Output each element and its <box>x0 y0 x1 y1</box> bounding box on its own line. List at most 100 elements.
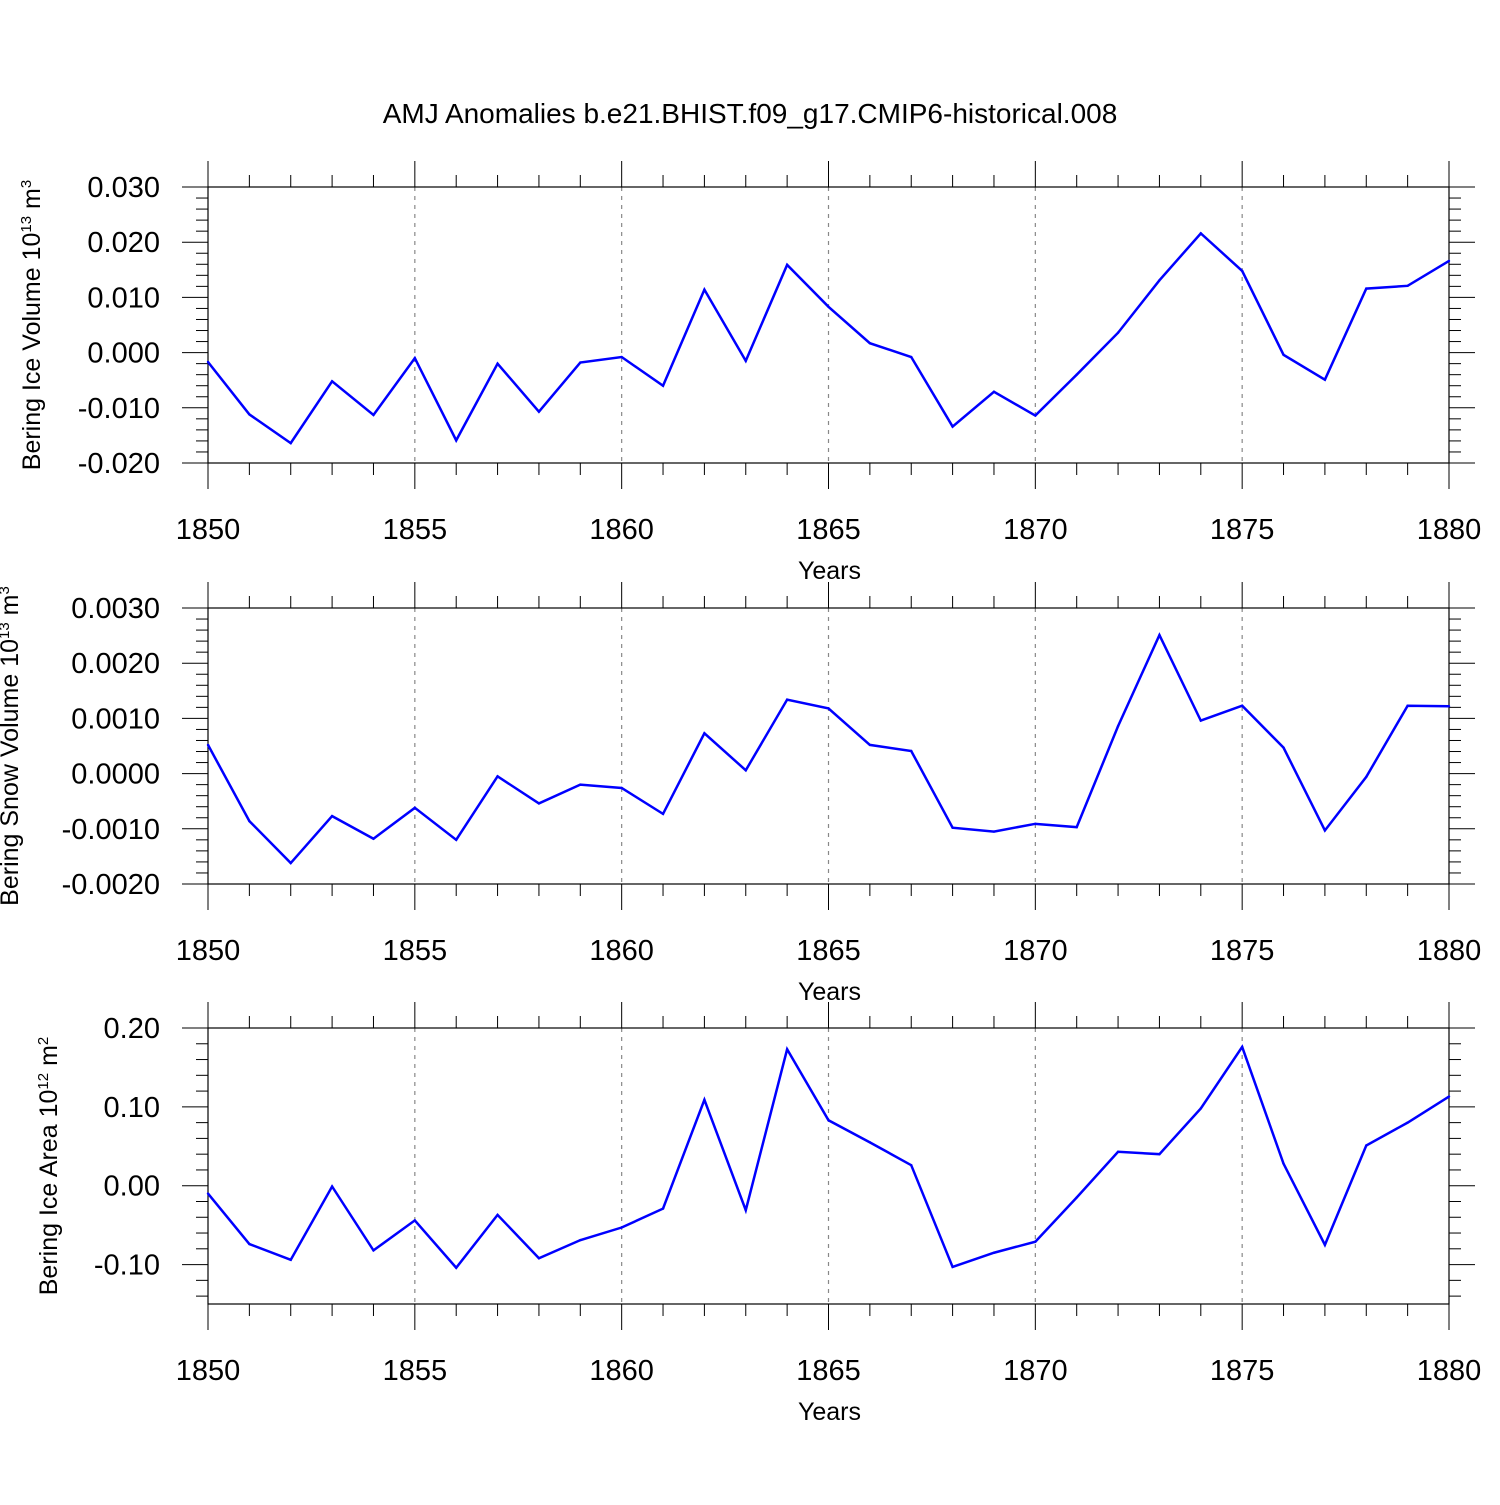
data-point <box>785 698 789 701</box>
data-point <box>1034 822 1037 826</box>
data-point <box>827 1119 830 1122</box>
data-point <box>537 802 541 805</box>
panel-3: 1850 1855 1860 1865 1870 1875 1880 Years 0.20 0.1… <box>35 1002 1481 1426</box>
panel-2: 1850 1855 1860 1865 1870 1875 1880 Years 0.0030 0… <box>0 582 1481 1006</box>
y-axis-label: Bering Snow Volume 1013 m3 <box>0 586 24 906</box>
y-axis-label-unit: m <box>0 595 24 623</box>
data-point <box>1075 373 1078 376</box>
data-point <box>289 1258 292 1262</box>
y-tick-label: -0.010 <box>78 393 160 425</box>
y-tick-label: 0.010 <box>87 282 160 314</box>
data-point <box>1323 1243 1327 1247</box>
data-point <box>1323 829 1327 832</box>
data-point <box>1282 1162 1285 1165</box>
data-point <box>1323 378 1327 381</box>
panel-1: 1850 1855 1860 1865 1870 1875 1880 Years 0.030 0.… <box>18 161 1481 585</box>
data-point <box>372 1249 375 1252</box>
x-tick-label: 1860 <box>589 935 654 967</box>
x-tick-label: 1850 <box>176 935 241 967</box>
data-point <box>620 355 623 359</box>
data-point <box>1282 353 1285 357</box>
y-tick-label: 0.020 <box>87 227 160 259</box>
y-axis-label-exponent: 13 <box>0 622 13 639</box>
y-axis-label-unit: m <box>18 188 46 216</box>
x-tick-label: 1880 <box>1417 514 1482 546</box>
data-point <box>1199 232 1203 235</box>
x-tick-label: 1875 <box>1210 514 1275 546</box>
data-point <box>372 837 375 840</box>
y-tick-label: -0.020 <box>78 448 160 480</box>
data-point <box>1240 269 1244 273</box>
y-tick-label: 0.10 <box>104 1092 160 1124</box>
data-point <box>496 1213 499 1217</box>
data-point <box>1365 287 1368 290</box>
data-point <box>330 814 334 818</box>
data-point <box>703 1098 706 1101</box>
x-tick-label: 1875 <box>1210 935 1275 967</box>
data-point <box>868 1141 872 1144</box>
x-tick-label: 1855 <box>383 935 448 967</box>
data-point <box>206 1192 210 1195</box>
data-point <box>330 1185 334 1188</box>
x-tick-label: 1880 <box>1417 1355 1482 1387</box>
x-tick-label: 1865 <box>796 1355 861 1387</box>
y-axis-label-unit_exponent: 2 <box>35 1037 52 1045</box>
data-point <box>744 359 747 363</box>
data-point <box>1116 1150 1120 1154</box>
data-point <box>1034 1240 1037 1243</box>
data-point <box>496 362 499 365</box>
y-tick-label: 0.0030 <box>71 593 160 625</box>
data-point <box>910 749 913 753</box>
data-point <box>992 830 996 833</box>
y-axis-label-unit: m <box>35 1045 63 1073</box>
data-point <box>1406 704 1409 707</box>
y-tick-label: -0.0010 <box>62 814 160 846</box>
data-point <box>868 342 872 345</box>
x-tick-label: 1855 <box>383 1355 448 1387</box>
y-axis-label: Bering Ice Volume 1013 m3 <box>18 180 46 470</box>
data-point <box>1199 1107 1203 1110</box>
x-axis-label: Years <box>798 978 861 1006</box>
data-point <box>413 806 417 810</box>
data-point <box>1365 1144 1368 1147</box>
y-tick-label: 0.000 <box>87 338 160 370</box>
y-tick-label: 0.0010 <box>71 703 160 735</box>
data-point <box>289 861 292 865</box>
y-axis-label-exponent: 12 <box>35 1073 52 1090</box>
data-point <box>1447 1095 1451 1098</box>
x-tick-label: 1875 <box>1210 1355 1275 1387</box>
data-point <box>1406 1121 1409 1124</box>
x-tick-label: 1850 <box>176 1355 241 1387</box>
data-point <box>413 1219 417 1222</box>
y-tick-label: 0.030 <box>87 172 160 204</box>
x-tick-label: 1880 <box>1417 935 1482 967</box>
data-point <box>248 819 251 823</box>
data-point <box>206 360 210 364</box>
y-axis-label-exponent: 13 <box>18 216 35 233</box>
data-point <box>744 769 747 772</box>
data-point <box>1158 279 1161 282</box>
data-point <box>537 1257 541 1260</box>
y-axis-label-main: Bering Ice Volume 10 <box>18 233 46 471</box>
data-point <box>827 305 830 308</box>
x-tick-label: 1870 <box>1003 935 1068 967</box>
data-point <box>1447 705 1451 708</box>
data-point <box>330 380 334 383</box>
data-point <box>1447 259 1451 263</box>
data-point <box>827 707 830 710</box>
y-axis-label-main: Bering Snow Volume 10 <box>0 639 24 906</box>
data-point <box>455 838 458 842</box>
data-point <box>206 743 210 747</box>
y-tick-label: 0.00 <box>104 1171 160 1203</box>
series-line <box>207 231 1450 445</box>
data-point <box>289 441 292 445</box>
x-tick-label: 1870 <box>1003 514 1068 546</box>
y-tick-label: 0.0020 <box>71 648 160 680</box>
y-tick-label: -0.0020 <box>62 869 160 901</box>
y-tick-label: -0.10 <box>94 1250 160 1282</box>
data-point <box>1116 724 1120 728</box>
y-axis-label: Bering Ice Area 1012 m2 <box>35 1037 63 1296</box>
data-point <box>1116 331 1120 334</box>
